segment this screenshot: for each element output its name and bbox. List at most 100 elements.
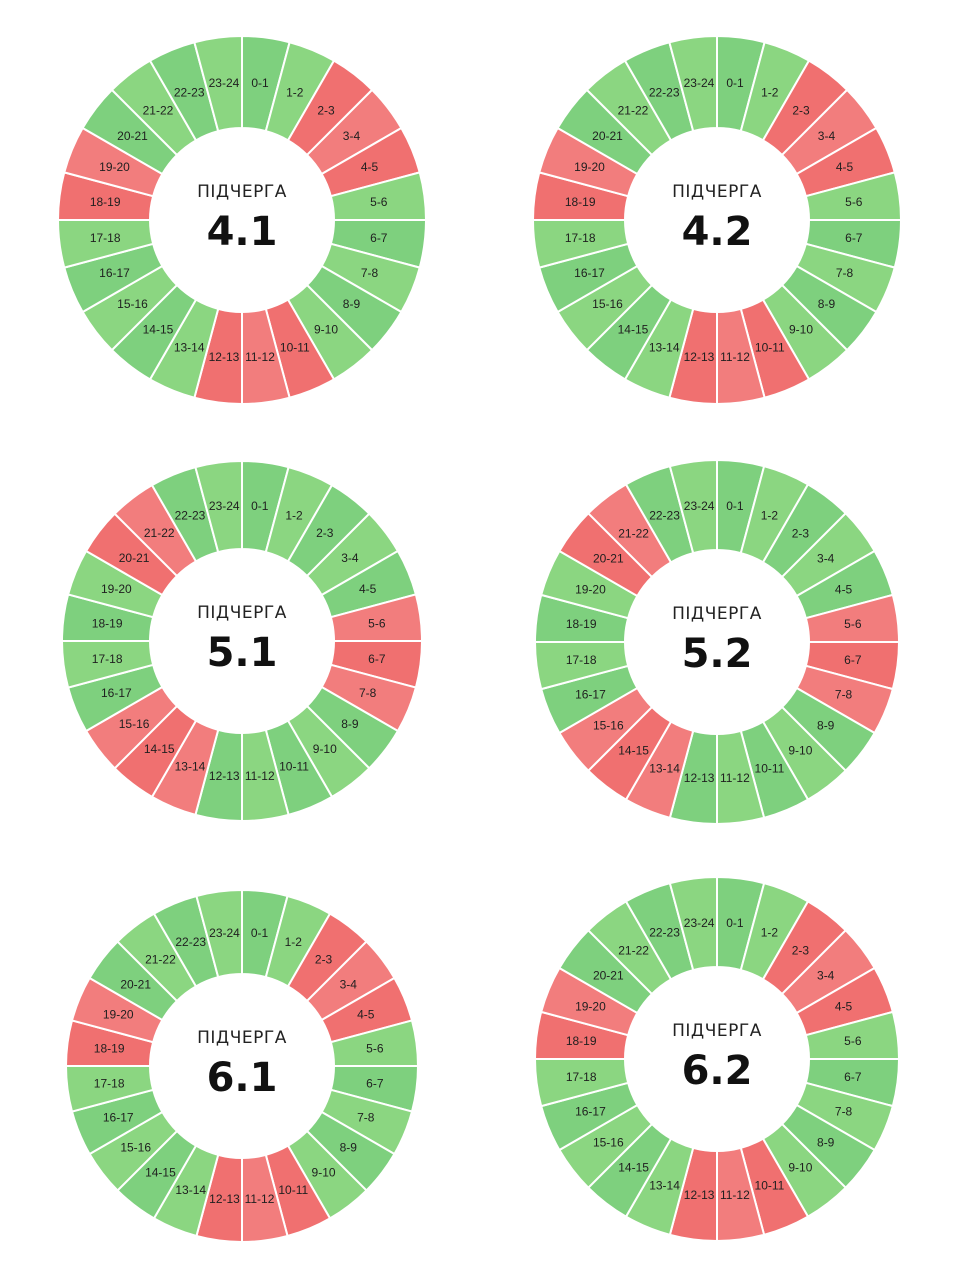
hour-label: 9-10	[789, 322, 813, 336]
hour-label: 3-4	[817, 969, 835, 983]
hour-label: 17-18	[92, 652, 123, 666]
hour-label: 6-7	[844, 1070, 862, 1084]
wheel-svg: 0-1 1-2 2-3 3-4 4-5 5-6 6-7 7-8 8-9 9-10 10-11 11-1…	[531, 34, 903, 406]
hour-label: 5-6	[844, 617, 862, 631]
hour-segment: 23-24	[668, 34, 718, 133]
hour-label: 16-17	[101, 686, 132, 700]
hour-segment: 15-16	[558, 686, 654, 773]
hour-label: 1-2	[761, 86, 779, 100]
hour-label: 9-10	[788, 1161, 812, 1175]
hour-label: 22-23	[175, 508, 206, 522]
hour-label: 0-1	[251, 926, 269, 940]
hour-segment-fill-on	[194, 459, 243, 554]
hour-label: 11-12	[720, 771, 750, 785]
hour-label: 20-21	[119, 551, 150, 565]
hour-label: 17-18	[94, 1076, 125, 1090]
hour-label: 2-3	[316, 526, 334, 540]
hour-label: 21-22	[618, 104, 649, 118]
subqueue-number: 5.1	[207, 630, 278, 676]
hour-label: 12-13	[209, 1192, 240, 1206]
hour-label: 23-24	[684, 76, 715, 90]
hour-label: 2-3	[792, 943, 810, 957]
hour-label: 0-1	[251, 76, 269, 90]
hour-segment: 0-1	[716, 34, 766, 133]
hour-label: 8-9	[817, 1135, 835, 1149]
hour-segment: 12-13	[194, 728, 243, 823]
hour-segment-fill-on	[668, 458, 718, 555]
hour-label: 15-16	[119, 717, 150, 731]
hour-label: 12-13	[209, 350, 240, 364]
hour-label: 12-13	[684, 771, 715, 785]
hour-segment: 2-3	[286, 912, 368, 1003]
hour-label: 10-11	[279, 760, 309, 774]
hour-label: 10-11	[278, 1183, 308, 1197]
hour-label: 16-17	[103, 1110, 134, 1124]
hour-label: 21-22	[618, 943, 649, 957]
hour-segment: 8-9	[305, 264, 403, 352]
subqueue-number: 6.1	[207, 1055, 278, 1101]
schedule-wheel-5-1: 0-1 1-2 2-3 3-4 4-5 5-6 6-7 7-8 8-9 9-10 10-11 11-1…	[60, 459, 424, 823]
hour-label: 23-24	[684, 499, 715, 513]
hour-segment: 6-7	[804, 1058, 901, 1108]
hour-label: 6-7	[844, 653, 862, 667]
hour-segment-fill-on	[195, 888, 243, 979]
hour-label: 6-7	[368, 652, 386, 666]
hour-label: 20-21	[593, 969, 624, 983]
hour-segment: 11-12	[716, 307, 766, 406]
hour-segment: 17-18	[533, 641, 630, 691]
hour-label: 17-18	[565, 231, 596, 245]
hour-segment: 18-19	[64, 1019, 155, 1067]
wheel-center	[626, 551, 808, 733]
hour-label: 0-1	[726, 76, 744, 90]
hour-label: 22-23	[649, 925, 680, 939]
hour-label: 3-4	[343, 129, 361, 143]
hour-label: 5-6	[368, 616, 386, 630]
hour-segment: 13-14	[152, 1144, 220, 1238]
hour-label: 12-13	[209, 769, 240, 783]
hour-label: 22-23	[649, 86, 680, 100]
hour-label: 13-14	[174, 341, 205, 355]
hour-label: 2-3	[317, 104, 335, 118]
hour-label: 19-20	[575, 583, 606, 597]
subqueue-title: ПІДЧЕРГА	[672, 182, 762, 202]
hour-label: 12-13	[684, 350, 715, 364]
hour-label: 17-18	[566, 1070, 597, 1084]
hour-segment: 3-4	[305, 512, 400, 597]
hour-label: 15-16	[117, 297, 148, 311]
hour-label: 22-23	[175, 935, 206, 949]
wheel-svg: 0-1 1-2 2-3 3-4 4-5 5-6 6-7 7-8 8-9 9-10 10-11 11-1…	[56, 34, 428, 406]
hour-label: 7-8	[836, 266, 854, 280]
hour-label: 7-8	[835, 687, 853, 701]
hour-label: 20-21	[120, 977, 151, 991]
hour-label: 2-3	[792, 104, 810, 118]
hour-label: 9-10	[312, 1165, 336, 1179]
hour-segment: 0-1	[716, 875, 766, 972]
hour-segment: 17-18	[533, 1058, 630, 1108]
hour-label: 4-5	[836, 160, 854, 174]
hour-label: 18-19	[566, 617, 597, 631]
schedule-wheel-4-2: 0-1 1-2 2-3 3-4 4-5 5-6 6-7 7-8 8-9 9-10 10-11 11-1…	[531, 34, 903, 406]
hour-segment: 17-18	[60, 640, 155, 689]
subqueue-number: 6.2	[682, 1048, 753, 1094]
hour-segment: 23-24	[195, 888, 243, 979]
hour-segment: 23-24	[194, 459, 243, 554]
hour-label: 13-14	[175, 1183, 206, 1197]
hour-label: 10-11	[280, 341, 310, 355]
hour-label: 0-1	[726, 916, 744, 930]
hour-label: 2-3	[792, 526, 810, 540]
hour-label: 23-24	[684, 916, 715, 930]
hour-segment: 23-24	[193, 34, 243, 133]
subqueue-number: 4.1	[207, 209, 278, 255]
hour-label: 4-5	[835, 1000, 853, 1014]
hour-label: 11-12	[245, 1192, 275, 1206]
hour-segment: 17-18	[64, 1065, 155, 1113]
schedule-wheel-4-1: 0-1 1-2 2-3 3-4 4-5 5-6 6-7 7-8 8-9 9-10 10-11 11-1…	[56, 34, 428, 406]
hour-label: 7-8	[361, 266, 379, 280]
hour-label: 9-10	[314, 322, 338, 336]
hour-label: 19-20	[575, 1000, 606, 1014]
hour-label: 16-17	[575, 687, 606, 701]
hour-label: 3-4	[341, 551, 359, 565]
hour-label: 22-23	[649, 508, 680, 522]
hour-label: 15-16	[120, 1141, 151, 1155]
wheel-center	[626, 129, 808, 311]
